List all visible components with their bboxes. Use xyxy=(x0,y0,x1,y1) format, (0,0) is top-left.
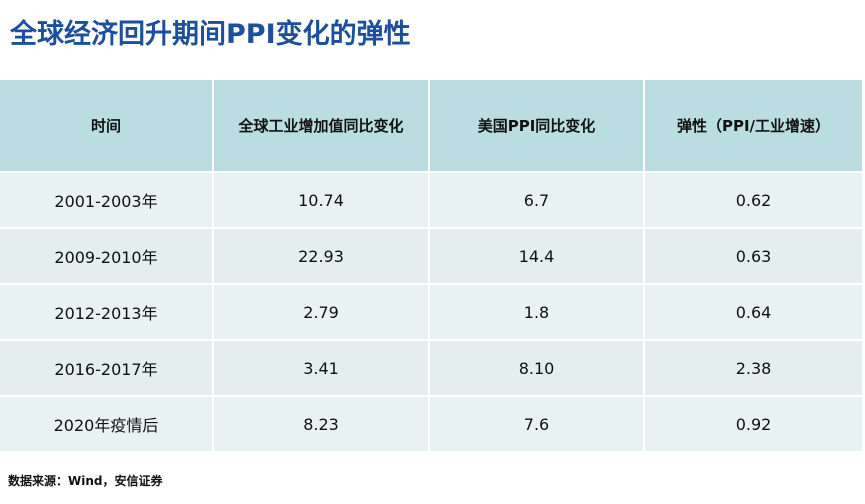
table-cell: 0.64 xyxy=(645,285,862,341)
table-cell: 2009-2010年 xyxy=(0,229,214,285)
table: 时间 全球工业增加值同比变化 美国PPI同比变化 弹性（PPI/工业增速） 2001-2… xyxy=(0,80,862,453)
table-row: 2001-2003年 10.74 6.7 0.62 xyxy=(0,173,862,229)
table-cell: 2016-2017年 xyxy=(0,341,214,397)
table-cell: 3.41 xyxy=(214,341,430,397)
table-cell: 2020年疫情后 xyxy=(0,397,214,453)
header-cell: 全球工业增加值同比变化 xyxy=(214,80,430,173)
table-row: 2020年疫情后 8.23 7.6 0.92 xyxy=(0,397,862,453)
table-row: 2012-2013年 2.79 1.8 0.64 xyxy=(0,285,862,341)
table-cell: 0.62 xyxy=(645,173,862,229)
table-cell: 6.7 xyxy=(430,173,645,229)
table-cell: 10.74 xyxy=(214,173,430,229)
header-row: 时间 全球工业增加值同比变化 美国PPI同比变化 弹性（PPI/工业增速） xyxy=(0,80,862,173)
table-cell: 7.6 xyxy=(430,397,645,453)
title: 全球经济回升期间PPI变化的弹性 xyxy=(10,19,411,50)
table-cell: 1.8 xyxy=(430,285,645,341)
header-cell: 时间 xyxy=(0,80,214,173)
table-cell: 8.23 xyxy=(214,397,430,453)
header-cell: 美国PPI同比变化 xyxy=(430,80,645,173)
table-cell: 8.10 xyxy=(430,341,645,397)
table-cell: 2012-2013年 xyxy=(0,285,214,341)
table-row: 2009-2010年 22.93 14.4 0.63 xyxy=(0,229,862,285)
table-row: 2016-2017年 3.41 8.10 2.38 xyxy=(0,341,862,397)
table-cell: 22.93 xyxy=(214,229,430,285)
table-cell: 2.38 xyxy=(645,341,862,397)
header-cell: 弹性（PPI/工业增速） xyxy=(645,80,862,173)
table-cell: 2.79 xyxy=(214,285,430,341)
table-cell: 0.92 xyxy=(645,397,862,453)
table-cell: 2001-2003年 xyxy=(0,173,214,229)
source-note: 数据来源：Wind，安信证券 xyxy=(8,474,163,488)
table-cell: 0.63 xyxy=(645,229,862,285)
table-cell: 14.4 xyxy=(430,229,645,285)
